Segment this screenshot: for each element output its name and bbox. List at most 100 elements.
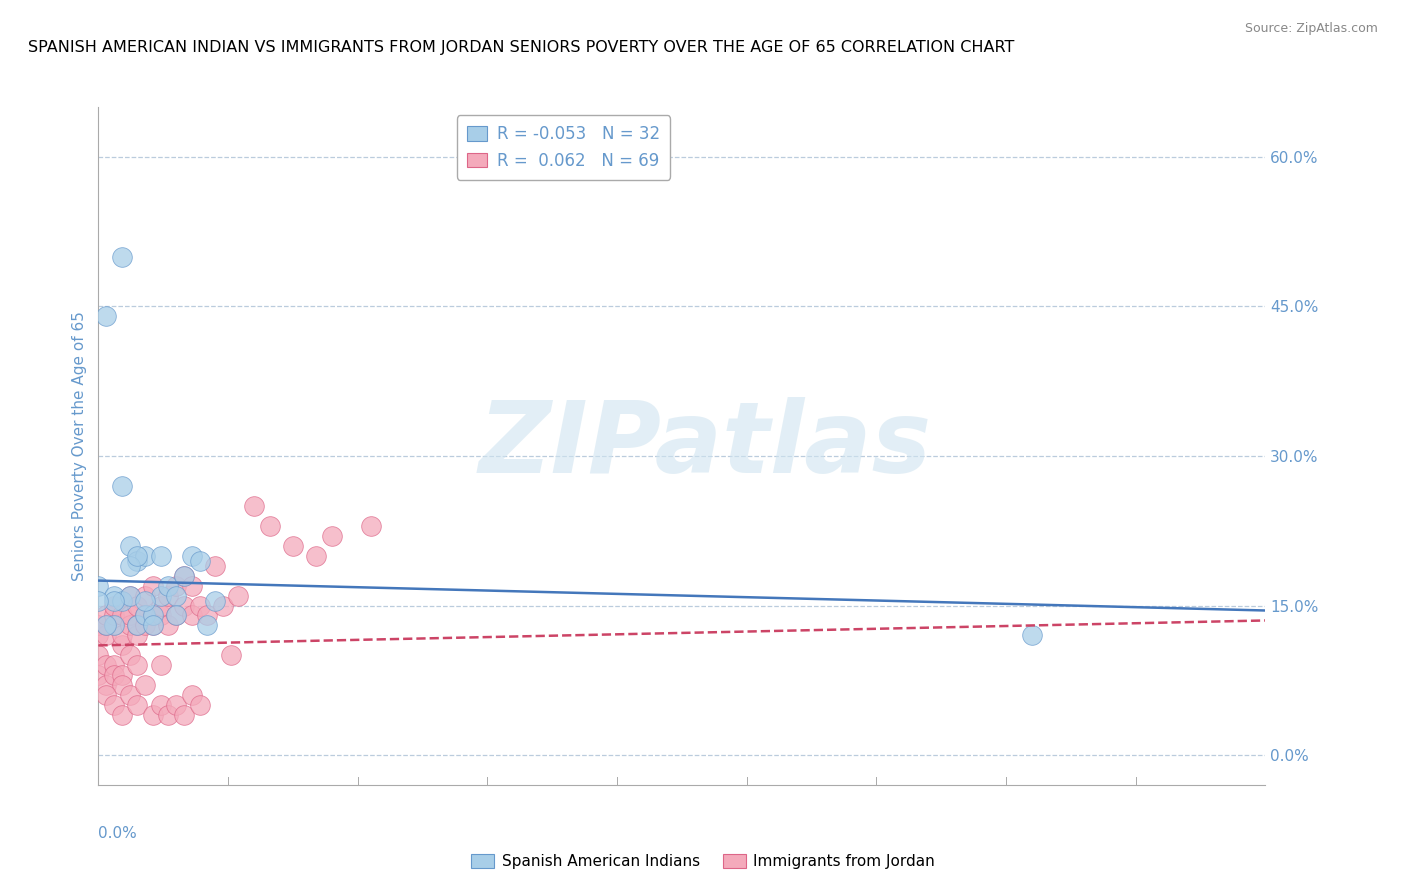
- Point: [204, 558, 226, 573]
- Point: [188, 554, 211, 568]
- Point: [96, 608, 118, 623]
- Point: [111, 593, 134, 607]
- Point: [165, 578, 187, 592]
- Point: [118, 688, 141, 702]
- Point: [96, 678, 118, 692]
- Point: [134, 678, 156, 692]
- Point: [173, 568, 195, 582]
- Point: [87, 648, 110, 663]
- Legend: R = -0.053   N = 32, R =  0.062   N = 69: R = -0.053 N = 32, R = 0.062 N = 69: [457, 115, 671, 179]
- Point: [1021, 628, 1043, 642]
- Point: [118, 618, 141, 632]
- Point: [195, 608, 218, 623]
- Text: 0.0%: 0.0%: [98, 826, 138, 840]
- Point: [96, 688, 118, 702]
- Point: [134, 593, 156, 607]
- Point: [111, 479, 134, 493]
- Point: [111, 708, 134, 723]
- Point: [103, 593, 125, 607]
- Y-axis label: Seniors Poverty Over the Age of 65: Seniors Poverty Over the Age of 65: [72, 311, 87, 581]
- Point: [118, 589, 141, 603]
- Point: [281, 539, 304, 553]
- Point: [165, 608, 187, 623]
- Point: [157, 618, 180, 632]
- Text: SPANISH AMERICAN INDIAN VS IMMIGRANTS FROM JORDAN SENIORS POVERTY OVER THE AGE O: SPANISH AMERICAN INDIAN VS IMMIGRANTS FR…: [28, 40, 1015, 55]
- Point: [134, 549, 156, 563]
- Point: [204, 593, 226, 607]
- Point: [165, 589, 187, 603]
- Point: [228, 589, 250, 603]
- Point: [142, 608, 165, 623]
- Point: [96, 658, 118, 673]
- Point: [103, 618, 125, 632]
- Point: [118, 539, 141, 553]
- Point: [134, 608, 156, 623]
- Point: [173, 568, 195, 582]
- Point: [103, 658, 125, 673]
- Point: [127, 549, 149, 563]
- Point: [118, 648, 141, 663]
- Point: [321, 529, 343, 543]
- Point: [157, 578, 180, 592]
- Point: [134, 589, 156, 603]
- Point: [96, 310, 118, 324]
- Point: [111, 608, 134, 623]
- Point: [96, 618, 118, 632]
- Point: [134, 618, 156, 632]
- Legend: Spanish American Indians, Immigrants from Jordan: Spanish American Indians, Immigrants fro…: [465, 848, 941, 875]
- Point: [111, 639, 134, 653]
- Point: [127, 628, 149, 642]
- Point: [142, 618, 165, 632]
- Point: [157, 708, 180, 723]
- Point: [305, 549, 328, 563]
- Point: [111, 668, 134, 682]
- Point: [195, 618, 218, 632]
- Point: [103, 599, 125, 613]
- Point: [134, 608, 156, 623]
- Point: [142, 608, 165, 623]
- Point: [127, 599, 149, 613]
- Point: [96, 628, 118, 642]
- Point: [87, 668, 110, 682]
- Point: [149, 549, 172, 563]
- Point: [180, 608, 202, 623]
- Point: [103, 668, 125, 682]
- Point: [127, 554, 149, 568]
- Point: [142, 578, 165, 592]
- Point: [243, 499, 266, 513]
- Point: [103, 589, 125, 603]
- Point: [127, 618, 149, 632]
- Point: [360, 518, 382, 533]
- Point: [118, 558, 141, 573]
- Point: [118, 608, 141, 623]
- Point: [103, 608, 125, 623]
- Point: [103, 698, 125, 713]
- Text: ZIPatlas: ZIPatlas: [478, 398, 932, 494]
- Point: [149, 589, 172, 603]
- Point: [188, 599, 211, 613]
- Point: [157, 589, 180, 603]
- Point: [173, 708, 195, 723]
- Point: [127, 658, 149, 673]
- Point: [127, 618, 149, 632]
- Point: [165, 608, 187, 623]
- Point: [87, 593, 110, 607]
- Point: [259, 518, 281, 533]
- Point: [149, 698, 172, 713]
- Point: [180, 688, 202, 702]
- Point: [142, 708, 165, 723]
- Point: [111, 250, 134, 264]
- Text: Source: ZipAtlas.com: Source: ZipAtlas.com: [1244, 22, 1378, 36]
- Point: [149, 608, 172, 623]
- Point: [188, 698, 211, 713]
- Point: [180, 549, 202, 563]
- Point: [118, 589, 141, 603]
- Point: [165, 698, 187, 713]
- Point: [149, 599, 172, 613]
- Point: [149, 658, 172, 673]
- Point: [127, 698, 149, 713]
- Point: [87, 578, 110, 592]
- Point: [96, 618, 118, 632]
- Point: [87, 628, 110, 642]
- Point: [173, 599, 195, 613]
